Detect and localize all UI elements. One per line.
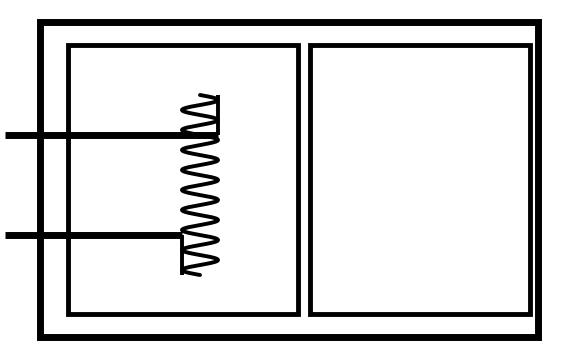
Bar xyxy=(310,45,530,314)
Bar xyxy=(40,22,538,337)
Bar xyxy=(68,45,298,314)
